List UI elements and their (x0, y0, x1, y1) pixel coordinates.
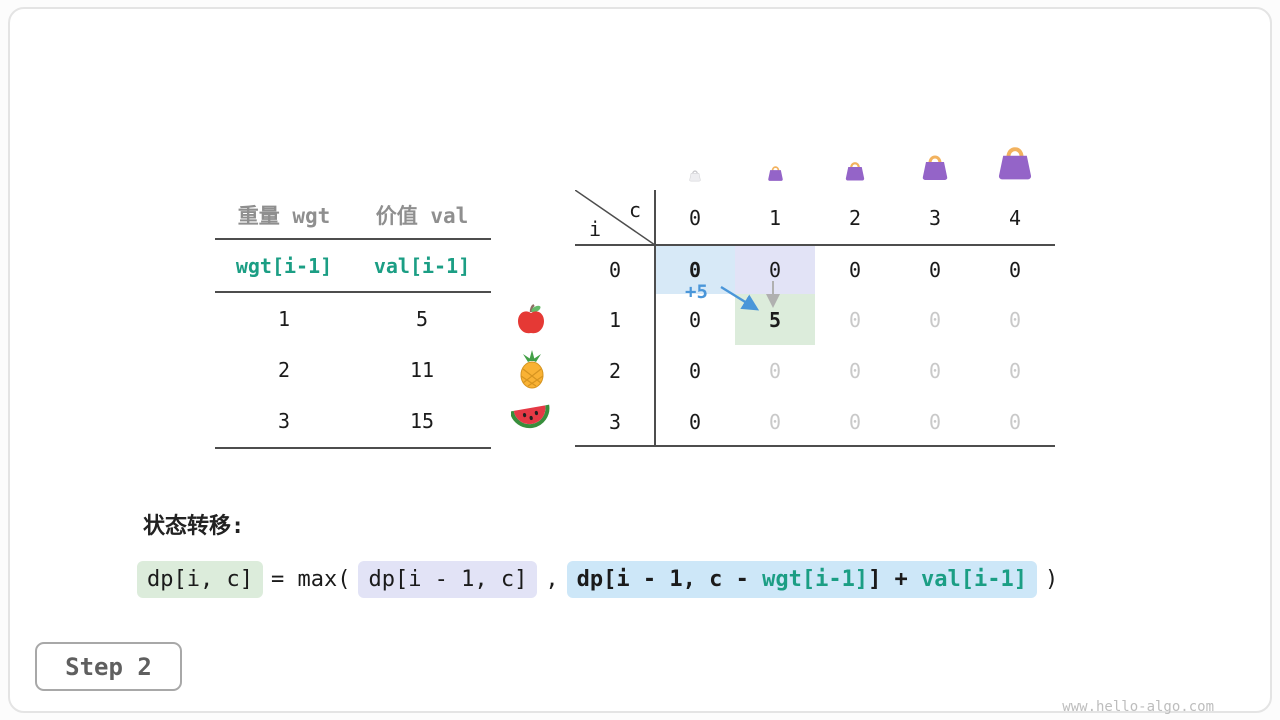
dp-cell: 0 (688, 307, 702, 332)
bag-slot-4 (975, 138, 1055, 184)
item-value: 11 (409, 357, 435, 382)
bag-icon (767, 166, 783, 181)
dp-cell: 0 (735, 245, 815, 294)
dp-cell: 0 (1008, 410, 1022, 434)
dp-row-header: 2 (608, 358, 622, 383)
dp-cell: 0 (928, 358, 942, 383)
dp-cell: 0 (848, 358, 862, 383)
dp-cell: 0 (655, 245, 735, 294)
dp-cell: 0 (848, 307, 862, 332)
value-header: 价值 val (375, 204, 469, 228)
item-value: 15 (409, 409, 435, 433)
wgt-formula-cell: wgt[i-1] (235, 253, 333, 278)
formula-operator: = max( (270, 567, 351, 592)
dp-row-header: 1 (608, 307, 622, 332)
dp-cell: 0 (928, 410, 942, 434)
bag-slot-3 (895, 138, 975, 184)
dp-table: c i 0 1 2 3 4 0 0 0 0 0 0 1 0 5 0 0 0 2 … (575, 190, 1055, 448)
bag-slot-2 (815, 138, 895, 184)
val-formula-cell: val[i-1] (373, 253, 471, 278)
dp-cell: 0 (1008, 257, 1022, 282)
dp-cell: 0 (848, 410, 862, 434)
dp-col-header: 3 (928, 205, 942, 230)
dp-corner-cell: c i (575, 190, 655, 245)
col-axis-label: c (628, 198, 641, 222)
dp-col-header: 2 (848, 205, 862, 230)
dp-col-header: 1 (768, 205, 782, 230)
item-weight: 2 (277, 357, 291, 382)
formula-arg1: dp[i - 1, c] (358, 561, 538, 598)
bag-slot-1 (735, 138, 815, 184)
bag-icon (998, 147, 1032, 180)
corner-diagonal-line (575, 190, 655, 245)
formula-closing: ) (1045, 567, 1059, 592)
dp-cell: 0 (928, 257, 942, 282)
dp-cell: 0 (928, 307, 942, 332)
step-badge: Step 2 (35, 642, 182, 691)
item-value: 5 (415, 306, 429, 331)
items-table-header-row: 重量 wgt 价值 val (215, 192, 491, 240)
dp-header-line (575, 244, 1055, 246)
formula-arg2-mid: ] + (868, 567, 922, 592)
capacity-bags (655, 138, 1055, 184)
bag-icon (922, 155, 948, 181)
dp-vertical-line (654, 190, 656, 447)
dp-cell: 5 (735, 294, 815, 345)
item-weight: 3 (277, 409, 291, 433)
watermelon-icon (511, 404, 550, 429)
items-table-row: 1 5 (215, 293, 491, 344)
row-axis-label: i (589, 217, 602, 241)
dp-cell: 0 (1008, 358, 1022, 383)
bag-icon (845, 162, 865, 181)
transition-formula: dp[i, c] = max( dp[i - 1, c] , dp[i - 1,… (137, 561, 1058, 598)
dp-cell: 0 (768, 410, 782, 434)
weight-header: 重量 wgt (237, 204, 331, 228)
apple-icon (518, 303, 544, 334)
dp-cell: 0 (1008, 307, 1022, 332)
bag-slot-0 (655, 138, 735, 184)
dp-cell: 0 (688, 410, 702, 434)
dp-cell: 0 (848, 257, 862, 282)
dp-row-header: 3 (608, 410, 622, 434)
plus-value-annotation: +5 (685, 281, 708, 303)
items-table-row: 2 11 (215, 344, 491, 395)
watermark: www.hello-algo.com (1062, 699, 1214, 715)
items-table-row: 3 15 (215, 395, 491, 447)
pineapple-icon (520, 350, 544, 389)
item-weight: 1 (277, 306, 291, 331)
empty-bag-icon (689, 170, 701, 182)
transition-heading: 状态转移: (143, 514, 245, 539)
formula-separator: , (545, 567, 559, 592)
dp-col-header: 4 (1008, 205, 1022, 230)
formula-lhs: dp[i, c] (137, 561, 263, 598)
formula-arg2-wgt: wgt[i-1] (762, 567, 869, 592)
formula-arg2-val: val[i-1] (921, 567, 1028, 592)
dp-grid: c i 0 1 2 3 4 0 0 0 0 0 0 1 0 5 0 0 0 2 … (575, 190, 1055, 448)
dp-cell: 0 (768, 358, 782, 383)
dp-row-header: 0 (608, 257, 622, 282)
items-table: 重量 wgt 价值 val wgt[i-1] val[i-1] 1 5 2 11… (215, 192, 491, 449)
items-table-formula-row: wgt[i-1] val[i-1] (215, 240, 491, 293)
formula-arg2: dp[i - 1, c - wgt[i-1]] + val[i-1] (566, 561, 1038, 598)
dp-col-header: 0 (688, 205, 702, 230)
formula-arg2-prefix: dp[i - 1, c - (576, 567, 763, 592)
dp-bottom-line (575, 445, 1055, 447)
dp-cell: 0 (688, 358, 702, 383)
